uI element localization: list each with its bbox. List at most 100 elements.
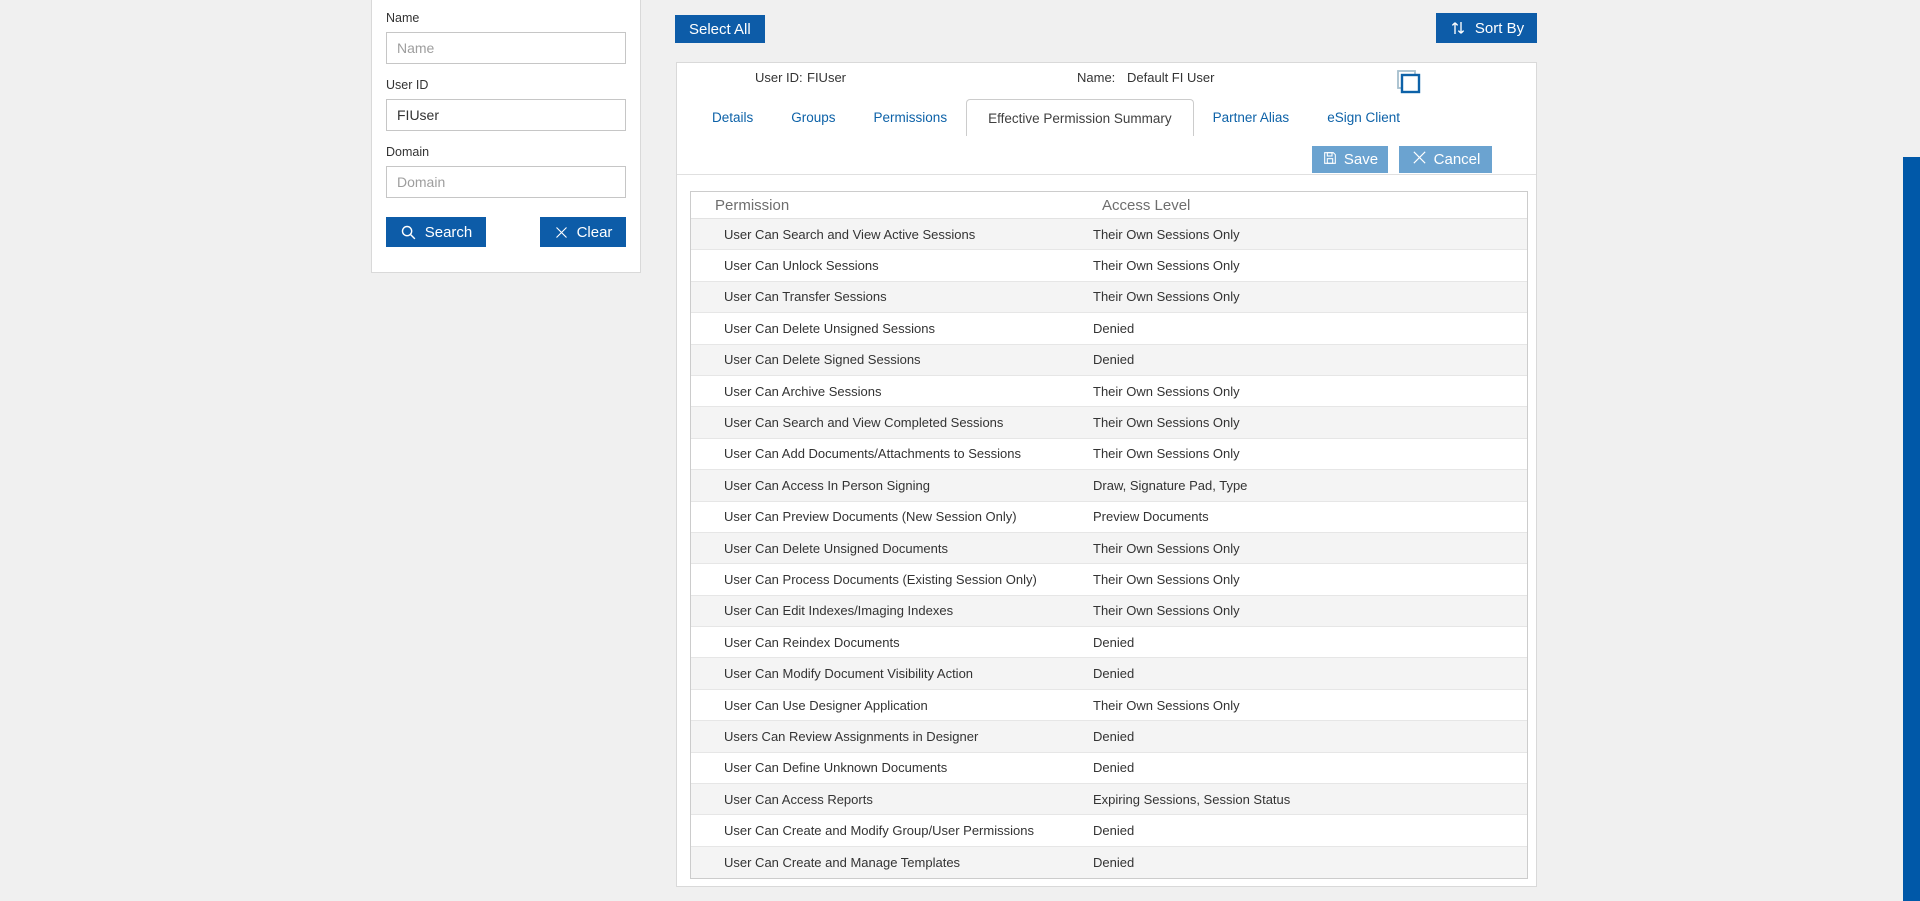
tab-groups[interactable]: Groups bbox=[772, 99, 854, 136]
access-level-cell: Their Own Sessions Only bbox=[1093, 446, 1240, 462]
permission-cell: User Can Reindex Documents bbox=[724, 634, 900, 650]
access-level-cell: Denied bbox=[1093, 760, 1135, 776]
permissions-table: Permission Access Level User Can Search … bbox=[690, 191, 1528, 879]
permission-cell: User Can Create and Manage Templates bbox=[724, 855, 961, 870]
table-row[interactable]: User Can Delete Signed Sessions Denied bbox=[691, 344, 1527, 376]
copy-icon[interactable] bbox=[1392, 66, 1424, 98]
name-label: Name bbox=[386, 11, 420, 25]
user-id-summary-label: User ID: bbox=[755, 70, 803, 85]
table-row[interactable]: User Can Modify Document Visibility Acti… bbox=[691, 658, 1527, 690]
access-level-cell: Draw, Signature Pad, Type bbox=[1093, 477, 1248, 493]
permission-cell: User Can Use Designer Application bbox=[724, 697, 928, 713]
permission-cell: User Can Modify Document Visibility Acti… bbox=[724, 666, 974, 682]
clear-button[interactable]: Clear bbox=[540, 217, 626, 247]
user-id-field-group: User ID bbox=[386, 78, 626, 131]
tab-esign-client[interactable]: eSign Client bbox=[1308, 99, 1419, 136]
permission-cell: User Can Delete Signed Sessions bbox=[724, 352, 921, 368]
access-level-cell: Their Own Sessions Only bbox=[1093, 258, 1240, 274]
access-level-cell: Denied bbox=[1093, 855, 1135, 870]
table-row[interactable]: User Can Define Unknown Documents Denied bbox=[691, 752, 1527, 785]
tab-details-label: Details bbox=[712, 110, 754, 125]
tab-effective-permission-summary[interactable]: Effective Permission Summary bbox=[966, 99, 1194, 136]
table-row[interactable]: User Can Archive Sessions Their Own Sessi… bbox=[691, 375, 1527, 408]
domain-field-group: Domain bbox=[386, 145, 626, 198]
save-button-label: Save bbox=[1343, 151, 1379, 168]
tab-effective-permission-summary-label: Effective Permission Summary bbox=[988, 110, 1172, 126]
access-level-cell: Preview Documents bbox=[1093, 509, 1209, 525]
cancel-button-label: Cancel bbox=[1433, 151, 1481, 168]
tab-permissions-label: Permissions bbox=[873, 110, 948, 125]
tab-esign-client-label: eSign Client bbox=[1327, 110, 1400, 125]
table-row[interactable]: Users Can Review Assignments in Designer… bbox=[691, 721, 1527, 753]
sort-arrows-icon bbox=[1449, 19, 1467, 37]
access-level-cell: Expiring Sessions, Session Status bbox=[1093, 791, 1291, 807]
permission-cell: User Can Define Unknown Documents bbox=[724, 760, 948, 776]
permission-cell: User Can Archive Sessions bbox=[724, 383, 882, 399]
cancel-button[interactable]: Cancel bbox=[1399, 146, 1492, 173]
user-summary-row: User ID: FIUser Name: Default FI User bbox=[677, 70, 1536, 94]
table-row[interactable]: User Can Process Documents (Existing Ses… bbox=[691, 564, 1527, 596]
tab-groups-label: Groups bbox=[791, 110, 836, 125]
table-row[interactable]: User Can Preview Documents (New Session … bbox=[691, 501, 1527, 533]
access-level-cell: Their Own Sessions Only bbox=[1093, 603, 1240, 619]
tab-details[interactable]: Details bbox=[693, 99, 772, 136]
search-button-label: Search bbox=[424, 223, 473, 241]
table-header-row: Permission Access Level bbox=[691, 192, 1527, 219]
save-button[interactable]: Save bbox=[1312, 146, 1388, 173]
right-accent-bar bbox=[1903, 157, 1920, 901]
permission-cell: User Can Access Reports bbox=[724, 791, 873, 807]
search-panel: Name User ID Domain Search Clear bbox=[371, 0, 641, 273]
access-level-cell: Denied bbox=[1093, 823, 1135, 839]
access-level-cell: Their Own Sessions Only bbox=[1093, 571, 1240, 587]
search-icon bbox=[400, 224, 417, 241]
permission-cell: User Can Search and View Completed Sessi… bbox=[724, 415, 1004, 431]
select-all-button[interactable]: Select All bbox=[675, 15, 765, 43]
search-button[interactable]: Search bbox=[386, 217, 486, 247]
table-row[interactable]: User Can Edit Indexes/Imaging Indexes The… bbox=[691, 595, 1527, 628]
table-row[interactable]: User Can Create and Modify Group/User Pe… bbox=[691, 815, 1527, 847]
domain-label: Domain bbox=[386, 145, 430, 159]
table-row[interactable]: User Can Transfer Sessions Their Own Sess… bbox=[691, 281, 1527, 314]
permission-cell: User Can Search and View Active Sessions bbox=[724, 226, 976, 242]
table-row[interactable]: User Can Use Designer Application Their O… bbox=[691, 689, 1527, 722]
search-clear-button-row: Search Clear bbox=[386, 217, 626, 247]
permission-cell: User Can Preview Documents (New Session … bbox=[724, 509, 1017, 525]
table-row[interactable]: User Can Reindex Documents Denied bbox=[691, 627, 1527, 659]
permission-column-header: Permission bbox=[715, 196, 790, 214]
permission-cell: Users Can Review Assignments in Designer bbox=[724, 728, 979, 744]
name-input[interactable] bbox=[386, 32, 626, 64]
table-row[interactable]: User Can Delete Unsigned Documents Their … bbox=[691, 532, 1527, 565]
permission-cell: User Can Add Documents/Attachments to Se… bbox=[724, 446, 1021, 462]
permission-cell: User Can Edit Indexes/Imaging Indexes bbox=[724, 603, 954, 619]
tab-partner-alias-label: Partner Alias bbox=[1212, 110, 1290, 125]
user-id-input[interactable] bbox=[386, 99, 626, 131]
domain-input[interactable] bbox=[386, 166, 626, 198]
name-summary-label: Name: bbox=[1077, 70, 1116, 85]
select-all-label: Select All bbox=[689, 20, 751, 38]
access-level-cell: Their Own Sessions Only bbox=[1093, 540, 1240, 556]
table-row[interactable]: User Can Create and Manage Templates Deni… bbox=[691, 846, 1527, 879]
table-row[interactable]: User Can Search and View Active Sessions… bbox=[691, 219, 1527, 251]
permission-cell: User Can Access In Person Signing bbox=[724, 477, 930, 493]
permission-cell: User Can Unlock Sessions bbox=[724, 258, 879, 274]
table-row[interactable]: User Can Access In Person Signing Draw, S… bbox=[691, 470, 1527, 502]
table-row[interactable]: User Can Add Documents/Attachments to Se… bbox=[691, 438, 1527, 471]
access-level-cell: Their Own Sessions Only bbox=[1093, 697, 1240, 713]
table-row[interactable]: User Can Search and View Completed Sessi… bbox=[691, 407, 1527, 439]
content-divider bbox=[677, 174, 1536, 175]
access-level-cell: Denied bbox=[1093, 728, 1135, 744]
permission-cell: User Can Create and Modify Group/User Pe… bbox=[724, 823, 1034, 839]
table-row[interactable]: User Can Unlock Sessions Their Own Sessio… bbox=[691, 250, 1527, 282]
name-field-group: Name bbox=[386, 11, 626, 64]
table-rows: User Can Search and View Active Sessions… bbox=[691, 219, 1527, 879]
name-summary-value: Default FI User bbox=[1127, 70, 1215, 85]
access-level-cell: Their Own Sessions Only bbox=[1093, 415, 1240, 431]
tab-partner-alias[interactable]: Partner Alias bbox=[1194, 99, 1309, 136]
permission-cell: User Can Process Documents (Existing Ses… bbox=[724, 571, 1037, 587]
table-row[interactable]: User Can Delete Unsigned Sessions Denied bbox=[691, 313, 1527, 345]
permission-cell: User Can Delete Unsigned Sessions bbox=[724, 320, 935, 336]
sort-by-button[interactable]: Sort By bbox=[1436, 13, 1537, 43]
tab-bar: Details Groups Permissions Effective Per… bbox=[693, 99, 1536, 136]
table-row[interactable]: User Can Access Reports Expiring Sessions… bbox=[691, 784, 1527, 816]
tab-permissions[interactable]: Permissions bbox=[855, 99, 967, 136]
